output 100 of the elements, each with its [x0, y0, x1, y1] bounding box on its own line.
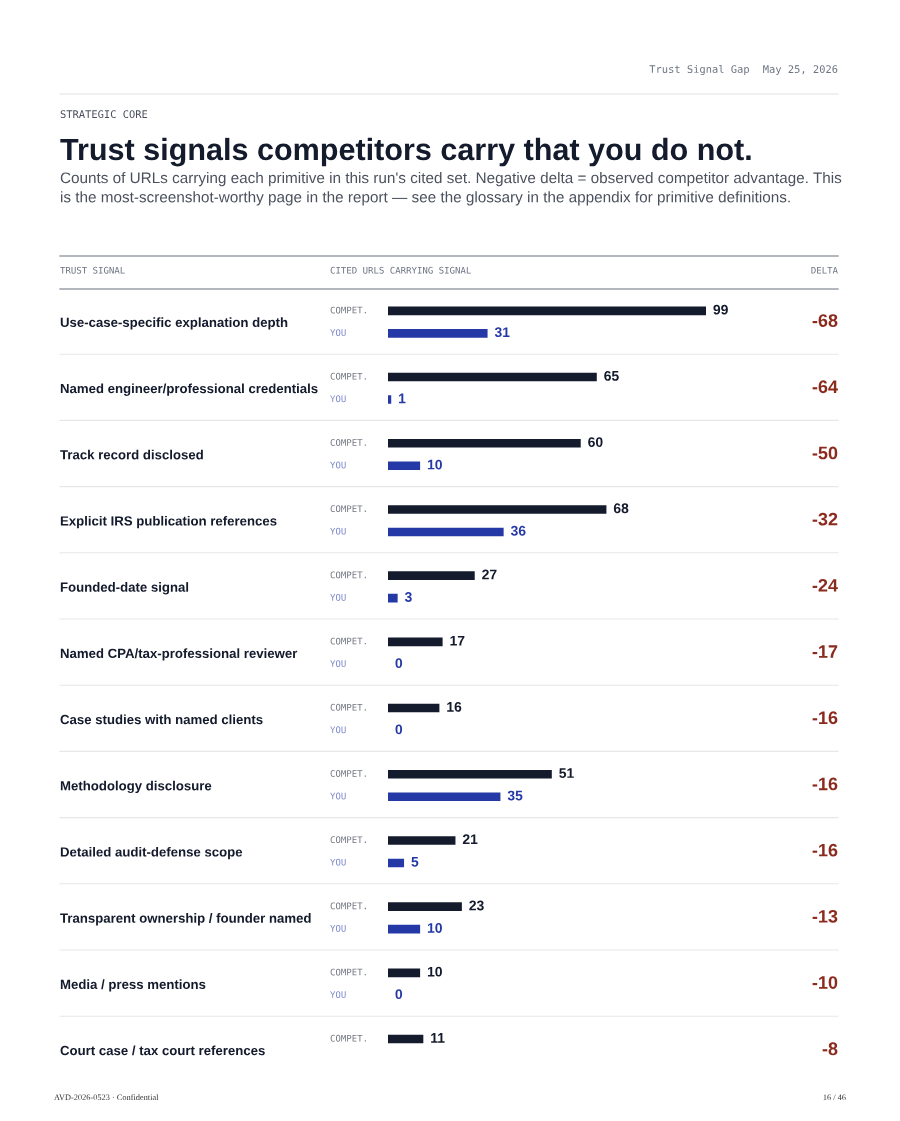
- bar: [388, 438, 581, 448]
- data-label: 99: [713, 304, 728, 315]
- text: STRATEGIC CORE: [60, 110, 148, 119]
- text: COMPET.: [330, 968, 366, 976]
- data-label: 35: [507, 790, 523, 801]
- text: -24: [812, 578, 838, 592]
- data-label: 11: [431, 1033, 445, 1043]
- text: YOU: [330, 660, 346, 667]
- text: YOU: [330, 329, 346, 336]
- y-tick-label: Transparent ownership / founder named: [60, 913, 311, 926]
- data-label: 65: [604, 370, 619, 381]
- text: -16: [812, 777, 838, 791]
- text: COMPET.: [330, 571, 366, 579]
- bar: [388, 527, 504, 537]
- text: May 25, 2026: [763, 65, 838, 76]
- text: COMPET.: [330, 1034, 366, 1042]
- text: YOU: [330, 461, 346, 469]
- text: DELTA: [811, 266, 838, 274]
- text: YOU: [330, 991, 346, 998]
- bar: [388, 924, 421, 934]
- data-label: 60: [588, 437, 603, 447]
- data-label: 36: [510, 525, 526, 536]
- text: AVD-2026-0523 · Confidential: [54, 1094, 159, 1101]
- y-tick-label: Detailed audit-defense scope: [60, 846, 243, 860]
- bar: [388, 461, 421, 471]
- text: -64: [812, 380, 838, 394]
- bar: [388, 836, 456, 845]
- data-label: 0: [395, 989, 403, 1000]
- data-label: 0: [395, 658, 403, 669]
- text: COMPET.: [330, 306, 366, 314]
- text: -16: [812, 711, 838, 725]
- y-tick-label: Track record disclosed: [60, 449, 203, 460]
- text: YOU: [330, 527, 346, 535]
- data-label: 0: [395, 724, 403, 735]
- y-tick-label: Use-case-specific explanation depth: [60, 317, 288, 330]
- bar: [388, 395, 392, 404]
- text: CITED URLS CARRYING SIGNAL: [330, 266, 471, 274]
- text: 16 / 46: [823, 1094, 846, 1101]
- text: -32: [812, 512, 838, 526]
- text: -50: [812, 446, 838, 460]
- y-tick-label: Media / press mentions: [60, 979, 206, 992]
- data-label: 16: [447, 701, 462, 712]
- bar: [388, 902, 462, 911]
- text: YOU: [330, 792, 346, 800]
- bar: [388, 505, 607, 514]
- y-tick-label: Case studies with named clients: [60, 714, 263, 725]
- text: -16: [812, 843, 838, 857]
- data-label: 10: [427, 459, 442, 470]
- text: COMPET.: [330, 836, 366, 844]
- bar: [388, 858, 405, 868]
- bar: [388, 769, 552, 779]
- bar: [388, 792, 501, 802]
- text: YOU: [330, 924, 346, 932]
- text: COMPET.: [330, 703, 366, 711]
- data-label: 21: [462, 834, 478, 845]
- text: -10: [812, 976, 838, 989]
- bar: [388, 593, 398, 603]
- chart-subtitle: Counts of URLs carrying each primitive in this run's cited set. Negative delta = observed competitor advantage. This is the most-screenshot-worthy page in the report — see the glossary in the appendix for primitive definitions.: [60, 172, 842, 206]
- data-label: 5: [411, 856, 419, 867]
- y-tick-label: Explicit IRS publication references: [60, 515, 277, 529]
- data-label: 3: [404, 592, 412, 602]
- data-label: 68: [613, 503, 629, 514]
- bar: [388, 1034, 424, 1044]
- bar: [388, 372, 597, 382]
- data-label: 31: [494, 327, 510, 338]
- text: -68: [812, 314, 838, 327]
- y-tick-label: Methodology disclosure: [60, 780, 212, 794]
- text: -8: [822, 1042, 838, 1056]
- text: COMPET.: [330, 770, 366, 777]
- data-label: 10: [427, 966, 442, 977]
- data-label: 23: [469, 900, 484, 911]
- bar: [388, 306, 706, 316]
- y-tick-label: Named engineer/professional credentials: [60, 383, 318, 396]
- text: COMPET.: [330, 637, 366, 645]
- bar: [388, 703, 440, 713]
- text: COMPET.: [330, 372, 366, 380]
- chart-title: Trust signals competitors carry that you do not.: [60, 137, 751, 167]
- text: -17: [812, 645, 838, 658]
- data-label: 27: [482, 569, 497, 580]
- text: COMPET.: [330, 505, 366, 513]
- data-label: 17: [450, 635, 465, 646]
- data-label: 1: [399, 393, 406, 404]
- text: YOU: [330, 395, 346, 403]
- text: -13: [812, 909, 838, 923]
- text: YOU: [330, 858, 346, 866]
- text: COMPET.: [330, 439, 366, 446]
- data-label: 51: [559, 768, 574, 778]
- bar: [388, 571, 475, 580]
- bar: [388, 968, 421, 978]
- data-label: 10: [427, 923, 442, 933]
- y-tick-label: Founded-date signal: [60, 582, 189, 595]
- text: COMPET.: [330, 902, 366, 910]
- bar: [388, 329, 488, 338]
- bar: [388, 637, 443, 647]
- text: Trust Signal Gap: [649, 64, 749, 76]
- text: TRUST SIGNAL: [60, 266, 125, 274]
- text: YOU: [330, 726, 346, 734]
- y-tick-label: Court case / tax court references: [60, 1045, 265, 1056]
- text: YOU: [330, 593, 346, 601]
- y-tick-label: Named CPA/tax-professional reviewer: [60, 648, 298, 661]
